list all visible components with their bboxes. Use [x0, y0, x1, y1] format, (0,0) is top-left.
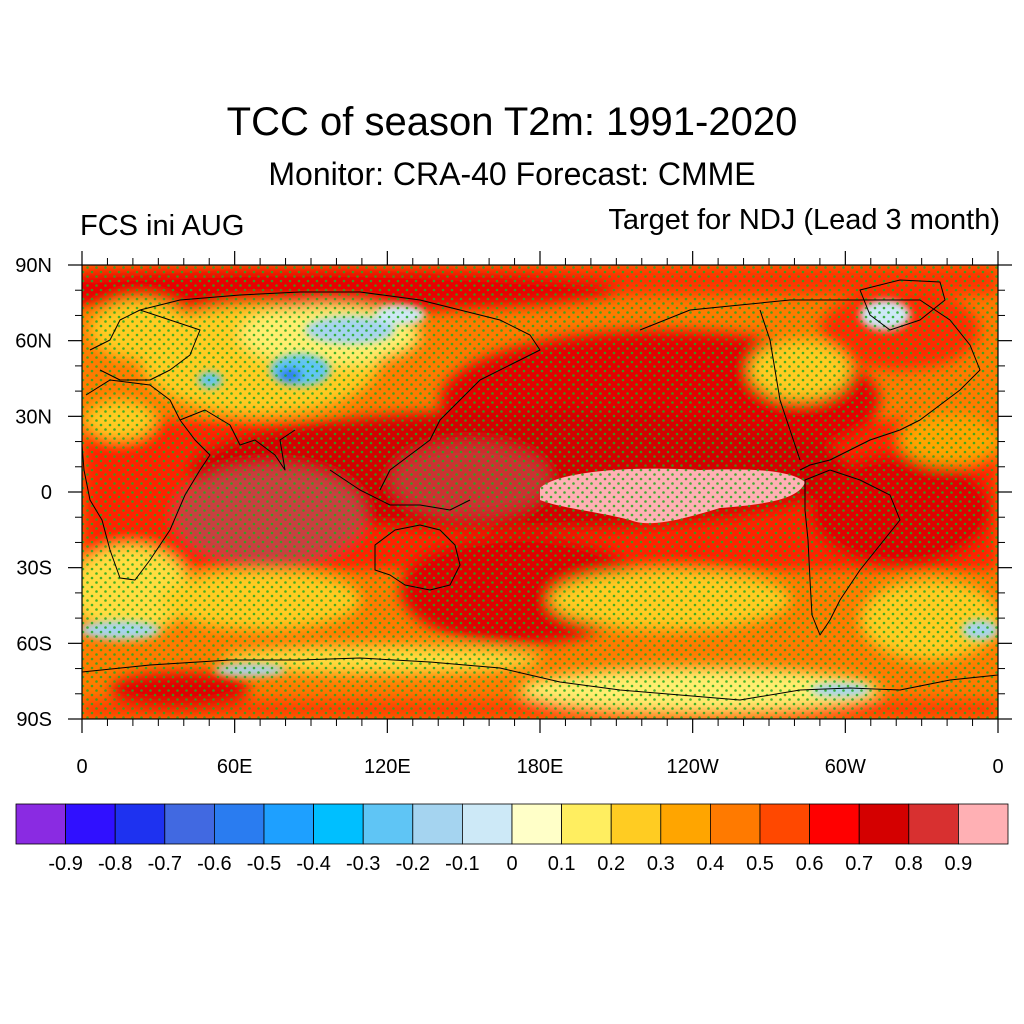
colorbar-box: [362, 803, 414, 845]
colorbar-label: 0.2: [597, 853, 625, 875]
colorbar-box: [809, 803, 860, 845]
colorbar-label: 0.7: [845, 853, 873, 875]
lat-tick-label: 30S: [16, 558, 52, 580]
colorbar-box: [511, 803, 562, 845]
colorbar-label: -0.1: [445, 853, 479, 875]
map-axes: 90N 60N 30N 0 30S 60S 90S 0 60E 120E 180E 120W 60W 0: [15, 251, 1012, 778]
right-label: Target for NDJ (Lead 3 month): [608, 204, 1000, 236]
colorbar-label: 0.4: [696, 853, 724, 875]
colorbar-label: 0.5: [746, 853, 774, 875]
left-label: FCS ini AUG: [80, 210, 245, 242]
colorbar-label: 0.3: [647, 853, 675, 875]
colorbar-box: [858, 803, 910, 845]
lon-tick-label: 60W: [825, 756, 866, 778]
colorbar-box: [412, 803, 463, 845]
colorbar-box: [164, 803, 215, 845]
correlation-field: [82, 265, 998, 719]
lat-tick-label: 0: [41, 482, 52, 504]
colorbar-box: [114, 803, 166, 845]
colorbar-label: -0.4: [296, 853, 330, 875]
lon-tick-label: 120E: [364, 756, 411, 778]
chart-title: TCC of season T2m: 1991-2020: [226, 100, 798, 144]
colorbar-box: [15, 803, 66, 845]
colorbar-box: [263, 803, 314, 845]
coastlines: [82, 279, 998, 701]
colorbar-box: [660, 803, 711, 845]
chart-subtitle: Monitor: CRA-40 Forecast: CMME: [268, 156, 756, 192]
colorbar-box: [213, 803, 265, 845]
colorbar-box: [461, 803, 513, 845]
colorbar-label: -0.3: [346, 853, 380, 875]
lon-tick-label: 0: [76, 756, 87, 778]
colorbar-box: [561, 803, 612, 845]
colorbar-box: [610, 803, 662, 845]
lon-tick-label: 60E: [217, 756, 253, 778]
colorbar-label: 0.6: [796, 853, 824, 875]
colorbar-label: -0.5: [247, 853, 281, 875]
lon-tick-label: 120W: [667, 756, 719, 778]
colorbar-label: 0.1: [548, 853, 576, 875]
colorbar-label: -0.9: [48, 853, 82, 875]
colorbar-box: [958, 803, 1009, 845]
colorbar-box: [759, 803, 810, 845]
colorbar: -0.9 -0.8 -0.7 -0.6 -0.5 -0.4 -0.3 -0.2 -0.1 0 0.1…: [15, 803, 1009, 875]
colorbar-label: -0.2: [396, 853, 430, 875]
lat-tick-label: 90S: [16, 709, 52, 731]
colorbar-box: [908, 803, 959, 845]
colorbar-box: [65, 803, 116, 845]
colorbar-label: -0.7: [148, 853, 182, 875]
lat-tick-label: 60S: [16, 633, 52, 655]
colorbar-label: 0: [506, 853, 517, 875]
colorbar-label: -0.8: [98, 853, 132, 875]
colorbar-label: 0.9: [944, 853, 972, 875]
lat-tick-label: 30N: [15, 406, 52, 428]
colorbar-box: [710, 803, 761, 845]
colorbar-label: 0.8: [895, 853, 923, 875]
lat-tick-label: 60N: [15, 331, 52, 353]
lon-tick-label: 180E: [517, 756, 564, 778]
lon-tick-label: 0: [992, 756, 1003, 778]
colorbar-label: -0.6: [197, 853, 231, 875]
lat-tick-label: 90N: [15, 255, 52, 277]
colorbar-box: [313, 803, 364, 845]
